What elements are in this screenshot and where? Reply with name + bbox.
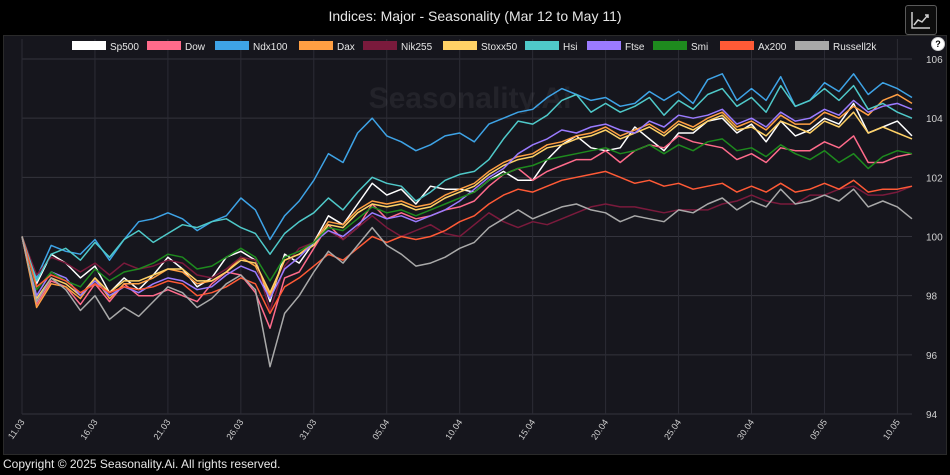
x-tick-label: 25.04 (662, 417, 683, 441)
x-tick-label: 30.04 (735, 417, 756, 441)
series-line-smi[interactable] (21, 138, 913, 291)
copyright-footer: Copyright © 2025 Seasonality.Ai. All rig… (3, 457, 281, 471)
legend-swatch (443, 41, 477, 50)
legend-label: Hsi (563, 42, 577, 53)
x-axis-ticks: 11.03 16.03 21.03 26.03 31.03 05.04 10.04 15.04… (6, 417, 902, 441)
legend-label: Ax200 (758, 42, 787, 53)
series-line-ndx100[interactable] (21, 73, 913, 279)
y-tick-label: 98 (926, 292, 938, 303)
series-line-dow[interactable] (21, 135, 913, 329)
y-tick-label: 100 (926, 233, 943, 244)
legend-item-ftse[interactable]: Ftse (587, 41, 645, 53)
x-tick-label: 26.03 (224, 417, 245, 441)
series-lines (21, 73, 913, 368)
x-tick-label: 11.03 (6, 417, 27, 441)
series-line-sp500[interactable] (21, 102, 913, 303)
x-tick-label: 15.04 (516, 417, 537, 441)
series-line-ax200[interactable] (21, 170, 913, 315)
series-line-russell2k[interactable] (21, 188, 913, 368)
chart-expand-button[interactable] (905, 5, 937, 35)
legend: Sp500 Dow Ndx100 Dax Nik255 Stoxx50 Hsi Ftse Smi… (72, 41, 877, 53)
legend-swatch (215, 41, 249, 50)
legend-item-ax200[interactable]: Ax200 (720, 41, 787, 53)
x-tick-label: 05.05 (808, 417, 829, 441)
legend-swatch (653, 41, 687, 50)
series-line-stoxx50[interactable] (21, 111, 913, 300)
x-tick-label: 31.03 (297, 417, 318, 441)
legend-label: Smi (691, 42, 708, 53)
x-tick-label: 10.05 (881, 417, 902, 441)
x-tick-label: 21.03 (151, 417, 172, 441)
legend-label: Sp500 (110, 42, 139, 53)
y-tick-label: 94 (926, 410, 938, 421)
watermark-text: Seasonality.Ai (369, 82, 572, 115)
plot-panel (3, 35, 947, 455)
legend-swatch (147, 41, 181, 50)
legend-item-smi[interactable]: Smi (653, 41, 708, 53)
x-tick-label: 20.04 (589, 417, 610, 441)
legend-label: Ndx100 (253, 42, 288, 53)
legend-swatch (72, 41, 106, 50)
legend-label: Ftse (625, 42, 645, 53)
legend-swatch (720, 41, 754, 50)
legend-item-dax[interactable]: Dax (299, 41, 355, 53)
legend-item-sp500[interactable]: Sp500 (72, 41, 139, 53)
legend-label: Dow (185, 42, 206, 53)
series-line-ftse[interactable] (21, 99, 913, 300)
legend-label: Russell2k (833, 42, 877, 53)
y-tick-label: 106 (926, 55, 943, 66)
legend-swatch (525, 41, 559, 50)
legend-label: Nik255 (401, 42, 433, 53)
line-chart-expand-icon (911, 12, 930, 29)
legend-swatch (587, 41, 621, 50)
legend-swatch (363, 41, 397, 50)
legend-item-dow[interactable]: Dow (147, 41, 206, 53)
series-line-nik255[interactable] (21, 185, 913, 312)
y-tick-label: 96 (926, 351, 938, 362)
legend-item-hsi[interactable]: Hsi (525, 41, 577, 53)
y-tick-label: 104 (926, 114, 943, 125)
series-line-hsi[interactable] (21, 84, 913, 282)
x-tick-label: 16.03 (78, 417, 99, 441)
y-axis-ticks: 94 96 98 100 102 104 106 (926, 55, 943, 421)
help-button[interactable]: ? (931, 37, 945, 51)
legend-label: Stoxx50 (481, 42, 518, 53)
legend-swatch (795, 41, 829, 50)
legend-item-nik255[interactable]: Nik255 (363, 41, 433, 53)
grid-lines (21, 39, 912, 415)
y-tick-label: 102 (926, 173, 943, 184)
series-line-dax[interactable] (21, 93, 913, 309)
legend-item-russell2k[interactable]: Russell2k (795, 41, 877, 53)
legend-item-ndx100[interactable]: Ndx100 (215, 41, 288, 53)
legend-swatch (299, 41, 333, 50)
legend-label: Dax (337, 42, 355, 53)
chart-title: Indices: Major - Seasonality (Mar 12 to … (328, 8, 622, 24)
x-tick-label: 05.04 (370, 417, 391, 441)
x-tick-label: 10.04 (443, 417, 464, 441)
legend-item-stoxx50[interactable]: Stoxx50 (443, 41, 518, 53)
